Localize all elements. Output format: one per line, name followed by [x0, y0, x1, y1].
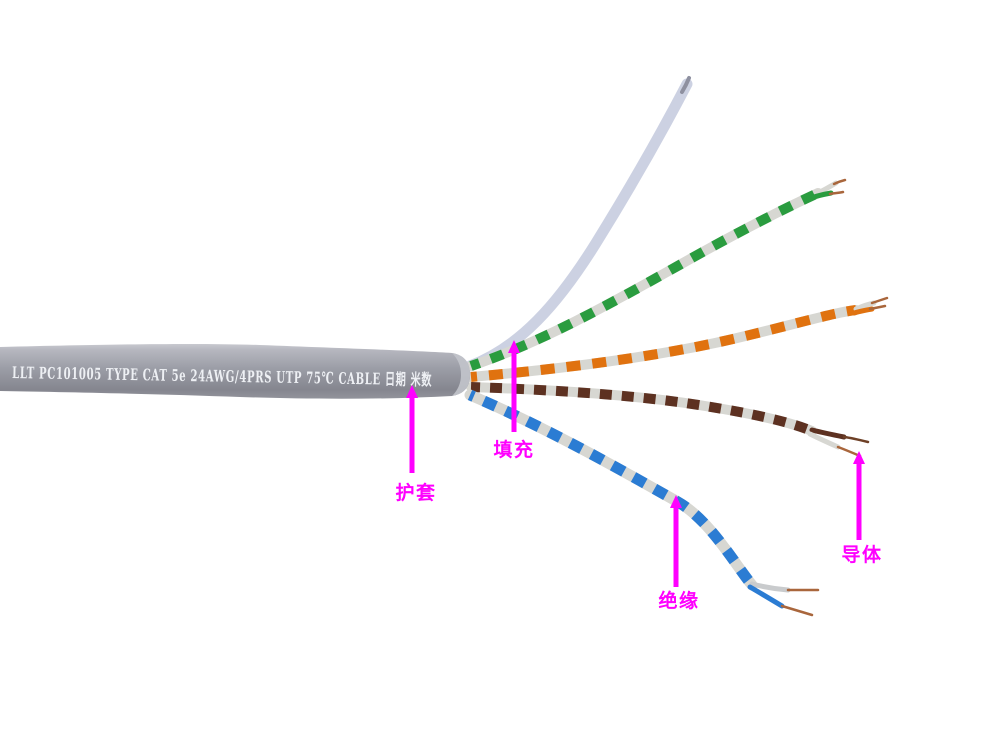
- annotation-insulation: 绝缘: [658, 495, 699, 612]
- filler-arrowhead: [508, 340, 520, 353]
- jacket-arrowhead: [406, 385, 418, 398]
- conductor-label: 导体: [841, 543, 882, 566]
- filler-label: 填充: [493, 438, 534, 461]
- green-pair-colored-wire: [469, 188, 821, 371]
- filler-strand-tip: [680, 76, 691, 94]
- filler-arrow-line: [511, 351, 517, 432]
- cable-jacket: LLT PC101005 TYPE CAT 5e 24AWG/4PRS UTP …: [0, 343, 470, 399]
- cable-jacket-body: [0, 343, 470, 399]
- blue-pair-copper-tip-2: [780, 604, 814, 617]
- annotation-conductor: 导体: [841, 451, 882, 566]
- orange-pair-copper-tip-1: [870, 296, 889, 305]
- insulation-arrowhead: [670, 495, 682, 508]
- orange-pair-colored-wire: [470, 305, 857, 382]
- annotation-filler: 填充: [493, 340, 534, 461]
- insulation-label: 绝缘: [658, 589, 699, 612]
- brown-pair-colored-wire: [470, 382, 814, 436]
- orange-pair: [466, 296, 889, 382]
- green-pair-copper-tip-1: [832, 178, 847, 186]
- blue-pair-colored-wire: [467, 389, 757, 589]
- blue-pair-split-blue: [747, 584, 785, 609]
- blue-pair: [464, 389, 820, 617]
- blue-pair-split-white: [749, 581, 791, 593]
- green-pair-copper-tip-2: [828, 190, 845, 196]
- jacket-label: 护套: [395, 481, 436, 504]
- brown-pair: [466, 382, 870, 458]
- brown-pair-split-brown: [809, 427, 847, 440]
- brown-pair-split-white: [807, 431, 841, 450]
- annotation-jacket: 护套: [395, 385, 436, 504]
- cable-jacket-end-cap: [452, 353, 470, 396]
- jacket-arrow-line: [409, 396, 415, 473]
- brown-pair-copper-tip-2: [836, 445, 862, 458]
- orange-pair-copper-tip-2: [868, 304, 887, 311]
- conductor-arrow-line: [856, 462, 862, 540]
- conductor-arrowhead: [853, 451, 865, 464]
- brown-pair-copper-tip-1: [842, 435, 870, 444]
- green-pair: [466, 178, 847, 371]
- insulation-arrow-line: [673, 506, 679, 587]
